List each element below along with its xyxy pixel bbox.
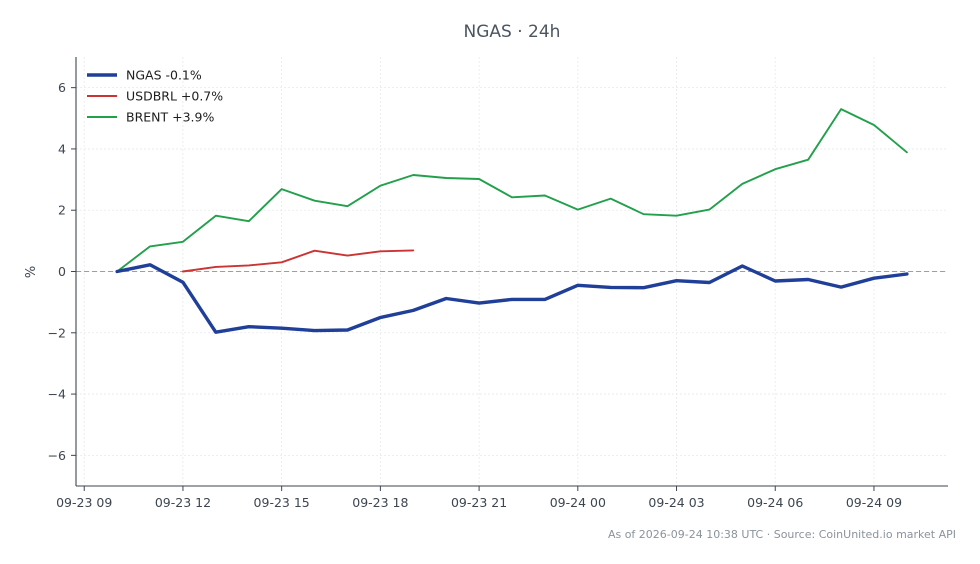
x-tick-label: 09-24 00	[550, 495, 606, 510]
x-tick-label: 09-23 09	[56, 495, 112, 510]
legend: NGAS -0.1% USDBRL +0.7% BRENT +3.9%	[87, 68, 223, 125]
series-line-1	[115, 263, 909, 334]
x-tick-label: 09-24 06	[747, 495, 803, 510]
legend-label: USDBRL +0.7%	[126, 89, 223, 104]
y-tick-label: 2	[58, 203, 66, 218]
x-tick-label: 09-23 12	[155, 495, 211, 510]
legend-label: BRENT +3.9%	[126, 110, 214, 125]
y-tick-label: −6	[48, 448, 66, 463]
x-tick-label: 09-23 15	[254, 495, 310, 510]
y-axis-ticks: 6 4 2 0 −2 −4 −6	[48, 80, 76, 463]
series-line-3	[116, 108, 908, 273]
footer-note: As of 2026-09-24 10:38 UTC · Source: Coi…	[608, 528, 956, 541]
y-axis-label: %	[24, 266, 39, 278]
x-tick-label: 09-24 09	[846, 495, 902, 510]
x-axis-ticks: 09-23 09 09-23 12 09-23 15 09-23 18 09-23 21…	[56, 486, 902, 510]
y-tick-label: −4	[48, 387, 66, 402]
x-tick-label: 09-23 18	[352, 495, 408, 510]
x-tick-label: 09-24 03	[648, 495, 704, 510]
series-lines	[115, 108, 909, 334]
series-line-2	[181, 249, 415, 273]
y-tick-label: 4	[58, 141, 66, 156]
y-tick-label: −2	[48, 325, 66, 340]
legend-label: NGAS -0.1%	[126, 68, 202, 83]
x-tick-label: 09-23 21	[451, 495, 507, 510]
chart-title: NGAS · 24h	[464, 22, 561, 42]
y-tick-label: 0	[58, 264, 66, 279]
y-tick-label: 6	[58, 80, 66, 95]
